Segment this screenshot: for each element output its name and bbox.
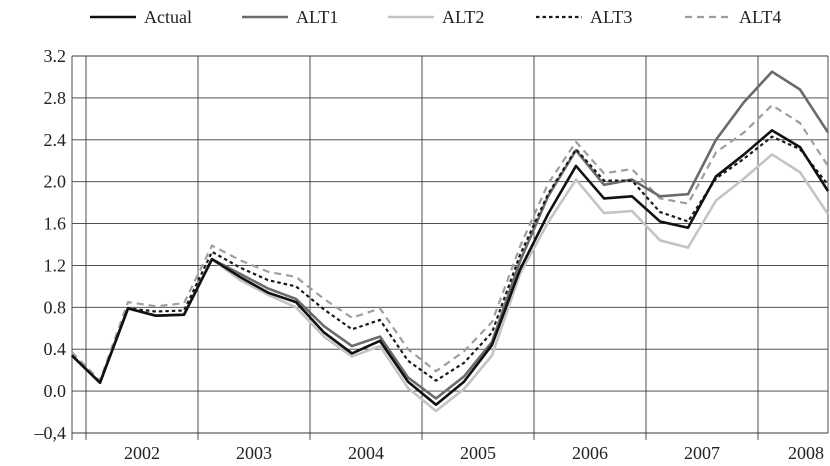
x-tick-label: 2003 <box>236 443 272 463</box>
series-line-alt2 <box>71 153 830 413</box>
legend: Actual ALT1 ALT2 ALT3 ALT4 <box>90 7 781 27</box>
x-tick-label: 2004 <box>348 443 384 463</box>
y-tick-label: 2.4 <box>44 130 67 150</box>
legend-label-alt1: ALT1 <box>296 7 338 27</box>
y-tick-label: –0,4 <box>34 423 67 443</box>
grid <box>71 55 829 440</box>
y-tick-label: 0.4 <box>44 339 67 359</box>
y-tick-label: 1.2 <box>44 255 67 275</box>
series-line-alt4 <box>71 104 829 382</box>
y-tick-label: 1.6 <box>44 214 67 234</box>
y-tick-label: 0.0 <box>44 381 67 401</box>
legend-label-alt4: ALT4 <box>739 7 781 27</box>
x-tick-label: 2002 <box>124 443 160 463</box>
legend-label-alt3: ALT3 <box>590 7 632 27</box>
legend-label-alt2: ALT2 <box>442 7 484 27</box>
y-axis: 3.2 2.8 2.4 2.0 1.6 1.2 0.8 0.4 0.0 –0,4 <box>34 46 67 443</box>
series-line-alt3 <box>71 135 829 384</box>
y-tick-label: 0.8 <box>44 297 67 317</box>
legend-label-actual: Actual <box>144 7 192 27</box>
y-tick-label: 2.0 <box>44 172 67 192</box>
x-tick-label: 2007 <box>684 443 720 463</box>
x-tick-label: 2008 <box>788 443 824 463</box>
series-layer <box>71 70 830 413</box>
y-tick-label: 2.8 <box>44 88 67 108</box>
x-axis: 2002 2003 2004 2005 2006 2007 2008 <box>72 432 828 463</box>
y-tick-label: 3.2 <box>44 46 67 66</box>
series-line-actual <box>71 129 830 407</box>
x-tick-label: 2006 <box>572 443 608 463</box>
x-tick-label: 2005 <box>460 443 496 463</box>
